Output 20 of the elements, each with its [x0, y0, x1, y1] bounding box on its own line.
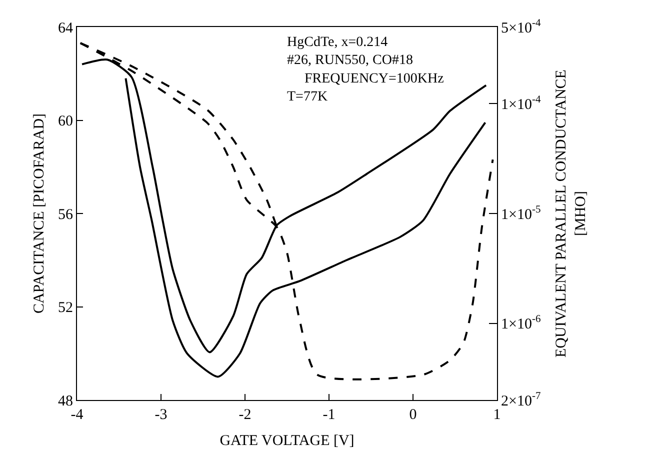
y2-tick-label: 1×10$^{-5}$ — [501, 204, 541, 223]
y2-tick-label: 5×10$^{-4}$ — [501, 18, 542, 36]
annotation: HgCdTe, x=0.214 #26, RUN550, CO#18 FREQUENCY=100KHz T=77K — [287, 35, 444, 105]
y-tick-label: 48 — [58, 393, 73, 410]
y2-tick-label: 1×10$^{-6}$ — [501, 314, 541, 333]
x-tick-label: -4 — [70, 407, 84, 423]
y-tick-label: 60 — [58, 114, 73, 130]
x-tick-label: -2 — [238, 407, 252, 423]
y-tick-label: 52 — [58, 300, 73, 316]
y2-tick-label: 1×10$^{-4}$ — [501, 94, 542, 113]
x-tick-label: 0 — [409, 407, 417, 423]
y-axis-title: CAPACITANCE [PICOFARAD] — [31, 113, 48, 314]
y2-axis-title: EQUIVALENT PARALLEL CONDUCTANCE [MHO] — [553, 70, 589, 358]
x-tick-label: 1 — [493, 407, 501, 423]
x-tick-label: -3 — [154, 407, 168, 423]
y-tick-label: 56 — [58, 206, 74, 223]
y2-tick-label: 2×10$^{-7}$ — [501, 390, 541, 410]
y-tick-label: 64 — [58, 20, 74, 36]
x-axis-title: GATE VOLTAGE [V] — [220, 433, 354, 449]
x-tick-label: -1 — [322, 407, 336, 423]
